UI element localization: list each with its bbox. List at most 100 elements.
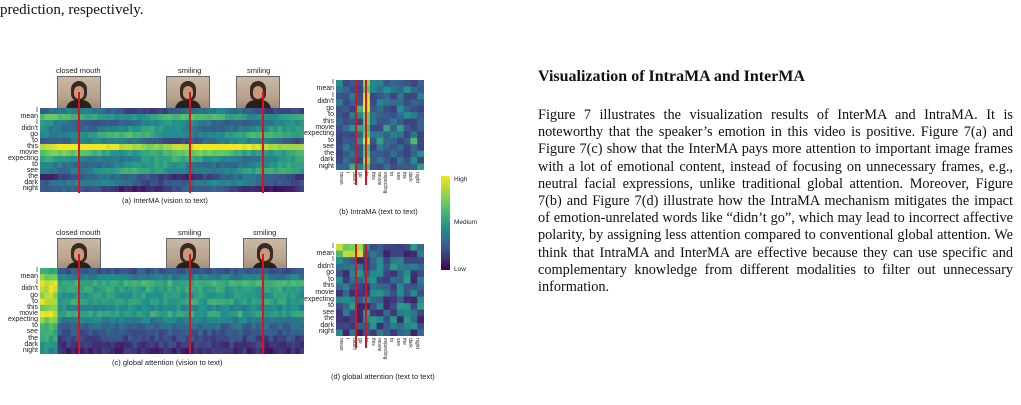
heat-cell [92, 156, 98, 163]
heat-cell [110, 335, 116, 343]
heat-cell [97, 347, 102, 354]
heat-cell [246, 168, 252, 175]
row-label: I [36, 119, 38, 126]
heat-cell [295, 120, 300, 127]
heat-cell [185, 335, 190, 343]
heat-cell [110, 274, 116, 281]
heat-cell [48, 304, 54, 312]
heat-cell [194, 174, 199, 181]
heat-cell [123, 304, 129, 312]
heat-cell [84, 317, 89, 324]
heat-cell [88, 138, 94, 145]
heat-cell [84, 132, 89, 139]
heat-cell [417, 157, 424, 164]
heat-cell [185, 162, 190, 169]
heat-cell [383, 257, 391, 265]
heat-cell [286, 335, 292, 343]
heat-cell [376, 296, 384, 304]
heat-cell [44, 347, 50, 354]
heat-cell [211, 120, 217, 127]
heat-cell [185, 132, 190, 139]
heat-cell [211, 274, 217, 281]
heat-cell [132, 274, 138, 281]
heat-cell [295, 341, 300, 349]
heat-cell [154, 168, 160, 175]
heat-cell [185, 186, 190, 192]
heat-cell [106, 335, 111, 343]
heat-cell [53, 108, 58, 115]
heat-cell [158, 304, 164, 312]
heat-cell [410, 163, 418, 170]
heat-cell [172, 341, 177, 349]
heat-cell [233, 298, 239, 306]
heat-cell [172, 280, 177, 287]
heat-cell [251, 156, 256, 163]
heat-cell [238, 186, 243, 192]
heat-cell [106, 292, 111, 300]
heat-cell [417, 257, 424, 265]
heat-cell [141, 280, 146, 287]
heat-cell [123, 108, 129, 115]
heat-cell [163, 186, 168, 192]
heat-cell [383, 309, 391, 317]
heat-cell [342, 316, 350, 324]
heat-cell [101, 311, 107, 318]
heat-cell [154, 298, 160, 306]
heat-cell [141, 144, 146, 151]
heat-cell [251, 138, 256, 145]
heat-cell [176, 174, 182, 181]
heat-cell [145, 120, 151, 127]
heat-cell [282, 174, 287, 181]
heat-cell [128, 341, 133, 349]
heat-cell [158, 280, 164, 287]
heat-cell [396, 80, 405, 87]
heat-cell [268, 280, 274, 287]
heat-cell [84, 268, 89, 275]
heat-cell [390, 105, 398, 113]
heat-cell [349, 283, 357, 291]
heat-cell [349, 112, 357, 119]
heat-cell [356, 92, 364, 100]
heat-cell [194, 132, 199, 139]
heat-cell [202, 174, 208, 181]
heat-cell [299, 317, 304, 324]
heat-cell [277, 180, 283, 187]
heat-cell [282, 292, 287, 300]
heat-cell [97, 292, 102, 300]
row-label: didn't [21, 125, 38, 132]
heat-cell [150, 292, 155, 300]
heat-cell [180, 317, 186, 324]
heat-cell [57, 304, 63, 312]
heat-cell [202, 108, 208, 115]
heat-cell [97, 323, 102, 330]
heat-cell [342, 296, 350, 304]
frame-label-c-2: smiling [178, 228, 202, 237]
heat-cell [106, 108, 111, 115]
heat-cell [246, 317, 252, 324]
heat-cell [176, 347, 182, 354]
heat-cell [295, 114, 300, 121]
heat-cell [189, 186, 195, 192]
heat-cell [277, 168, 283, 175]
heat-cell [255, 180, 261, 187]
heat-cell [390, 118, 398, 126]
heat-cell [277, 323, 283, 330]
heat-cell [75, 292, 80, 300]
heat-cell [97, 186, 102, 192]
heat-cell [349, 118, 357, 126]
heat-cell [132, 108, 138, 115]
heat-cell [185, 156, 190, 163]
heat-cell [207, 156, 212, 163]
heat-cell [132, 311, 138, 318]
heat-cell [62, 186, 67, 192]
heat-cell [356, 131, 364, 139]
heat-cell [84, 108, 89, 115]
heat-cell [75, 186, 80, 192]
heat-cell [390, 283, 398, 291]
heat-cell [417, 263, 424, 271]
heat-cell [194, 317, 199, 324]
heat-cell [295, 174, 300, 181]
heat-cell [238, 268, 243, 275]
heat-cell [224, 329, 230, 336]
heat-cell [167, 168, 173, 175]
